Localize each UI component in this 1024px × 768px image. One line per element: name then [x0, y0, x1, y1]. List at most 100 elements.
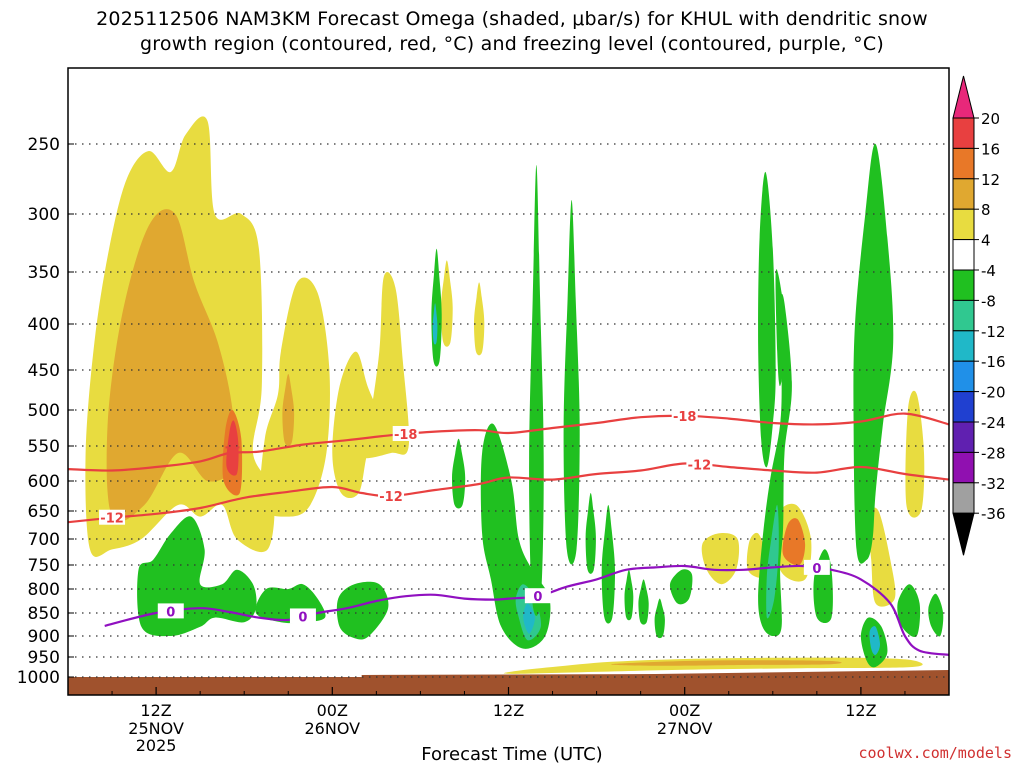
y-tick-label-400: 400: [28, 315, 60, 335]
omega-low-level-gold: [610, 660, 842, 666]
y-tick-label-300: 300: [28, 205, 60, 225]
colorbar-swatch-7: [952, 330, 975, 362]
contour-label-2-0: 0: [166, 605, 175, 620]
colorbar-label-10: -24: [981, 414, 1006, 432]
colorbar-label-1: 16: [981, 140, 1000, 158]
contour-label-bg-0-1: [671, 407, 698, 423]
y-tick-label-900: 900: [28, 627, 60, 647]
x-tick-label-1: 00Z: [317, 701, 348, 720]
y-tick-label-700: 700: [28, 530, 60, 550]
contour-label-bg-2-0: [157, 603, 184, 619]
contour-label-2-3: 0: [812, 562, 821, 577]
contour-label-bg-1-2: [686, 456, 713, 472]
x-tick-sublabel-3-0: 27NOV: [657, 719, 713, 738]
y-tick-label-550: 550: [28, 437, 60, 457]
colorbar-swatch-0: [952, 117, 975, 149]
colorbar-label-13: -36: [981, 505, 1006, 523]
omega-green-spike-b: [563, 200, 580, 565]
colorbar-top-arrow: [952, 75, 975, 119]
omega-green-spike-c: [431, 248, 442, 367]
x-tick-sublabel-0-1: 2025: [136, 736, 177, 755]
y-tick-label-650: 650: [28, 502, 60, 522]
colorbar-label-12: -32: [981, 475, 1006, 493]
colorbar-label-9: -20: [981, 384, 1006, 402]
omega-green-spike-h: [638, 579, 649, 625]
omega-blob-orange-27: [782, 518, 806, 566]
y-tick-label-950: 950: [28, 648, 60, 668]
colorbar-label-0: 20: [981, 110, 1000, 128]
contour-label-2-2: 0: [533, 590, 542, 605]
y-tick-label-600: 600: [28, 472, 60, 492]
y-tick-label-250: 250: [28, 135, 60, 155]
omega-blob-gold: [106, 209, 235, 523]
omega-blob-yellow-eastmid: [360, 272, 410, 459]
x-tick-label-2: 12Z: [493, 701, 524, 720]
omega-gold-spike: [282, 374, 295, 447]
colorbar-label-2: 12: [981, 171, 1000, 189]
contour-label-bg-1-1: [378, 488, 405, 503]
colorbar-label-5: -4: [981, 262, 996, 280]
colorbar-swatch-2: [952, 178, 975, 210]
x-axis-label: Forecast Time (UTC): [421, 744, 603, 765]
omega-blob-green-low-east: [336, 581, 389, 640]
x-tick-sublabel-1-0: 26NOV: [305, 719, 361, 738]
omega-blob-green-right-tower: [853, 143, 894, 564]
colorbar-swatch-6: [952, 299, 975, 332]
omega-cyan-dot: [432, 303, 438, 345]
contour-label-bg-2-2: [524, 588, 551, 604]
contour-label-1-1: -12: [379, 490, 403, 505]
omega-green-spike-d: [451, 438, 466, 509]
omega-blob-yellow-right: [867, 507, 896, 607]
contour-label-1-2: -12: [688, 459, 712, 474]
omega-blob-green-right-low2: [897, 584, 921, 638]
omega-blob-yellow-27a: [701, 533, 740, 585]
contour-0-line: [104, 564, 949, 656]
contour-label-0-0: -18: [394, 428, 418, 443]
contour-label-1-0: -12: [100, 512, 124, 527]
y-tick-label-800: 800: [28, 580, 60, 600]
omega-green-spike-f: [601, 505, 616, 624]
colorbar-label-8: -16: [981, 353, 1006, 371]
omega-core-teal-A: [766, 504, 779, 619]
omega-green-tower-top: [775, 269, 787, 387]
colorbar-swatch-1: [952, 147, 975, 180]
colorbar-label-6: -8: [981, 292, 996, 310]
contour-label-2-1: 0: [298, 610, 307, 625]
x-tick-label-3: 00Z: [669, 701, 700, 720]
y-tick-label-1000: 1000: [17, 668, 60, 688]
colorbar-swatch-12: [952, 482, 975, 514]
contour--18-line: [68, 412, 949, 472]
colorbar-swatch-11: [952, 451, 975, 484]
chart-title-line2: growth region (contoured, red, °C) and f…: [140, 33, 884, 55]
omega-blob-yellow-farright: [905, 390, 925, 518]
omega-blob-green-a: [669, 569, 693, 605]
colorbar-swatch-10: [952, 421, 975, 453]
omega-spike-yellow-a: [440, 260, 453, 347]
omega-spike-yellow-b: [473, 282, 485, 356]
y-tick-label-750: 750: [28, 556, 60, 576]
y-tick-label-350: 350: [28, 263, 60, 283]
contour-label-bg-1-0: [99, 509, 126, 525]
omega-blob-yellow-mid: [260, 277, 330, 517]
ground-terrain: [68, 670, 949, 695]
omega-core-cyan-right: [869, 626, 880, 655]
contour-label-bg-2-3: [803, 559, 830, 575]
x-tick-label-0: 12Z: [140, 701, 171, 720]
colorbar-swatch-3: [952, 208, 975, 241]
omega-green-tower: [758, 171, 776, 468]
colorbar-swatch-8: [952, 360, 975, 393]
omega-blob-green-right-low3: [928, 593, 944, 637]
contour-label-0-1: -18: [673, 410, 697, 425]
colorbar-swatch-9: [952, 391, 975, 423]
omega-green-spike-g: [624, 569, 634, 621]
colorbar-label-3: 8: [981, 201, 991, 219]
colorbar-swatch-5: [952, 269, 975, 301]
x-tick-sublabel-0-0: 25NOV: [128, 719, 184, 738]
colorbar-swatch-4: [952, 239, 975, 271]
y-tick-label-500: 500: [28, 401, 60, 421]
chart-title-line1: 2025112506 NAM3KM Forecast Omega (shaded…: [96, 8, 928, 30]
omega-core-cyan-12z: [523, 603, 535, 634]
colorbar-label-11: -28: [981, 444, 1006, 462]
x-tick-label-4: 12Z: [845, 701, 876, 720]
